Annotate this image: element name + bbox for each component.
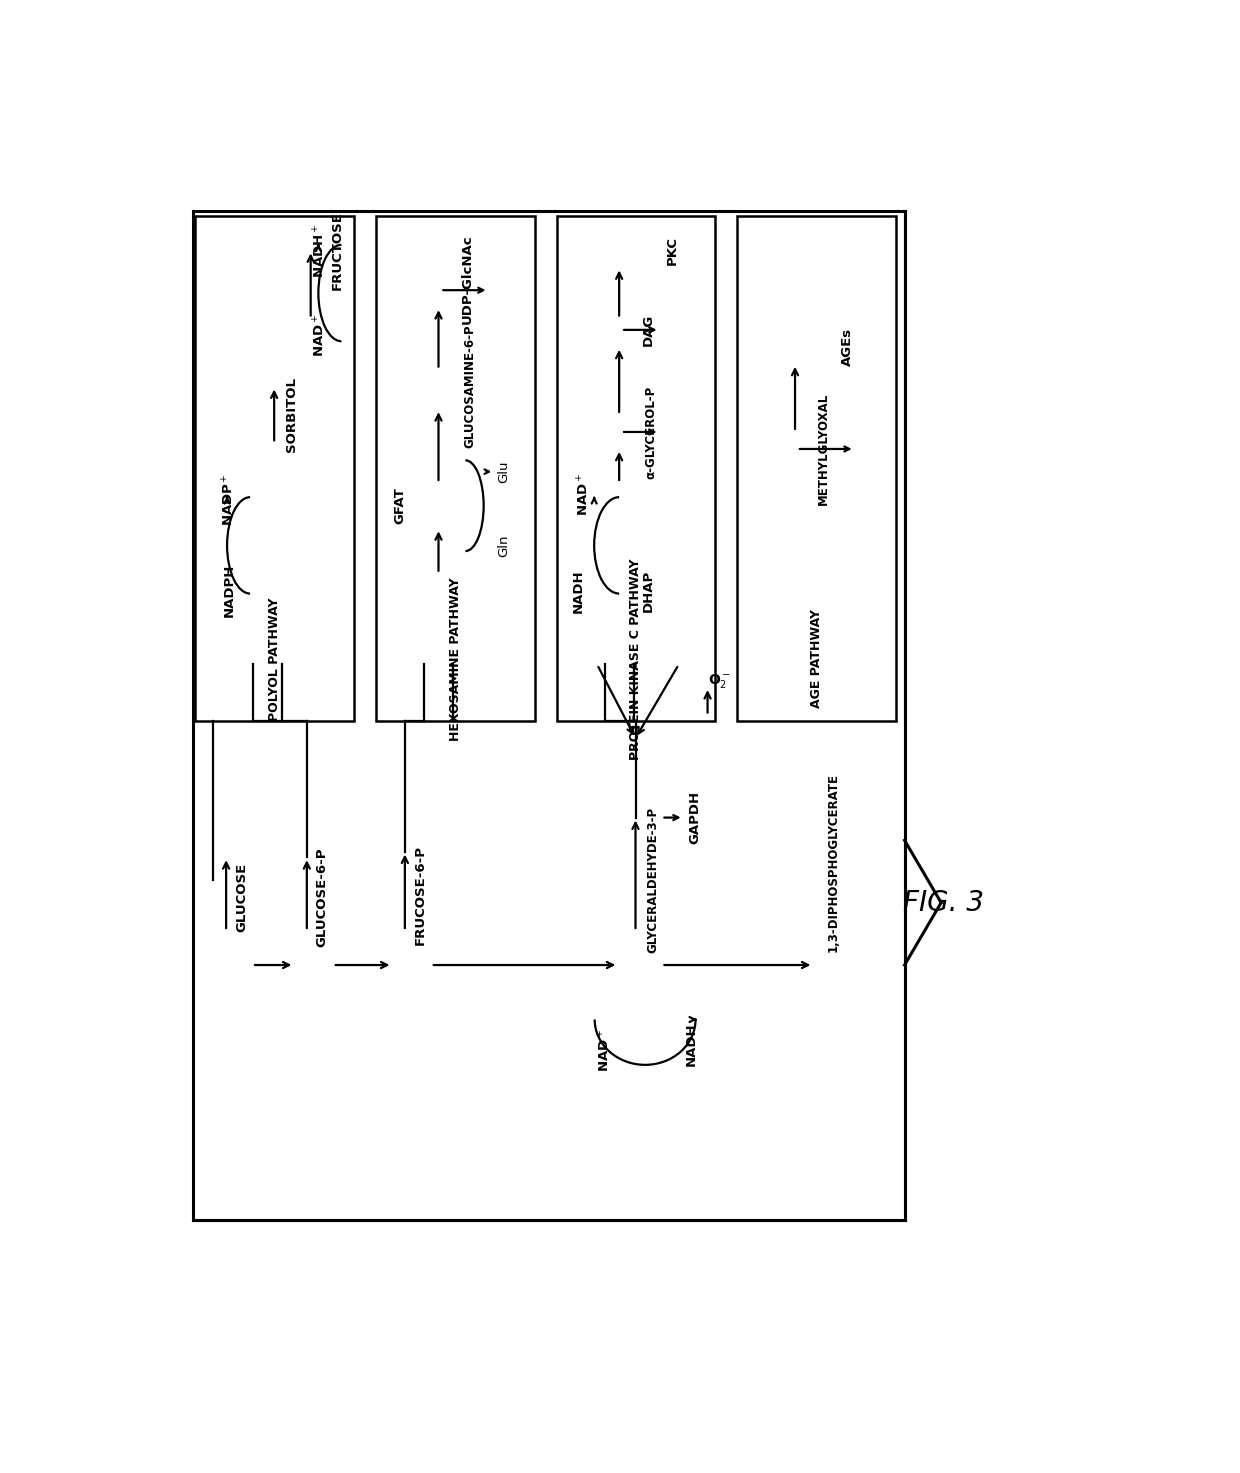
Text: NAD$^+$: NAD$^+$ [598,1028,613,1072]
Text: UDP-GlcNAc: UDP-GlcNAc [461,234,474,324]
Text: α-GLYCEROL-P: α-GLYCEROL-P [645,386,657,479]
Bar [557,217,715,722]
Text: METHYLGLYOXAL: METHYLGLYOXAL [817,393,831,505]
Text: NADH: NADH [572,569,584,613]
Text: 1,3-DIPHOSPHOGLYCERATE: 1,3-DIPHOSPHOGLYCERATE [827,773,839,953]
Text: DAG: DAG [641,314,655,346]
Bar [196,217,353,722]
Text: PROTEIN KINASE C PATHWAY: PROTEIN KINASE C PATHWAY [630,558,642,760]
Text: POLYOL PATHWAY: POLYOL PATHWAY [268,597,281,720]
Text: AGEs: AGEs [842,328,854,365]
Text: DHAP: DHAP [641,570,655,611]
Text: GAPDH: GAPDH [688,791,702,844]
Text: AGE PATHWAY: AGE PATHWAY [810,610,823,709]
Text: GLUCOSE: GLUCOSE [236,862,248,931]
Text: GFAT: GFAT [393,488,407,524]
Text: Gln: Gln [497,535,511,557]
Text: NAD$^+$: NAD$^+$ [575,473,591,516]
Text: PKC: PKC [666,236,678,265]
Bar [193,211,904,1220]
Text: NADH$^+$: NADH$^+$ [312,224,327,277]
Text: GLUCOSAMINE-6-P: GLUCOSAMINE-6-P [464,324,476,448]
Text: NADPH: NADPH [222,564,236,617]
Text: NADP$^+$: NADP$^+$ [222,474,237,526]
Text: FRUCOSE-6-P: FRUCOSE-6-P [414,844,427,944]
Bar [376,217,534,722]
Bar [738,217,897,722]
Text: NAD$^+$: NAD$^+$ [312,314,327,356]
Text: GLUCOSE-6-P: GLUCOSE-6-P [316,847,329,947]
Text: GLYCERALDEHYDE-3-P: GLYCERALDEHYDE-3-P [646,807,660,953]
Text: FRUCTOSE: FRUCTOSE [331,211,343,290]
Text: FIG. 3: FIG. 3 [903,888,983,916]
Text: HEXOSAMINE PATHWAY: HEXOSAMINE PATHWAY [449,577,461,741]
Text: O$_2^-$: O$_2^-$ [708,673,730,691]
Text: Glu: Glu [497,461,511,483]
Text: SORBITOL: SORBITOL [285,377,298,452]
Text: NADH: NADH [684,1022,698,1066]
